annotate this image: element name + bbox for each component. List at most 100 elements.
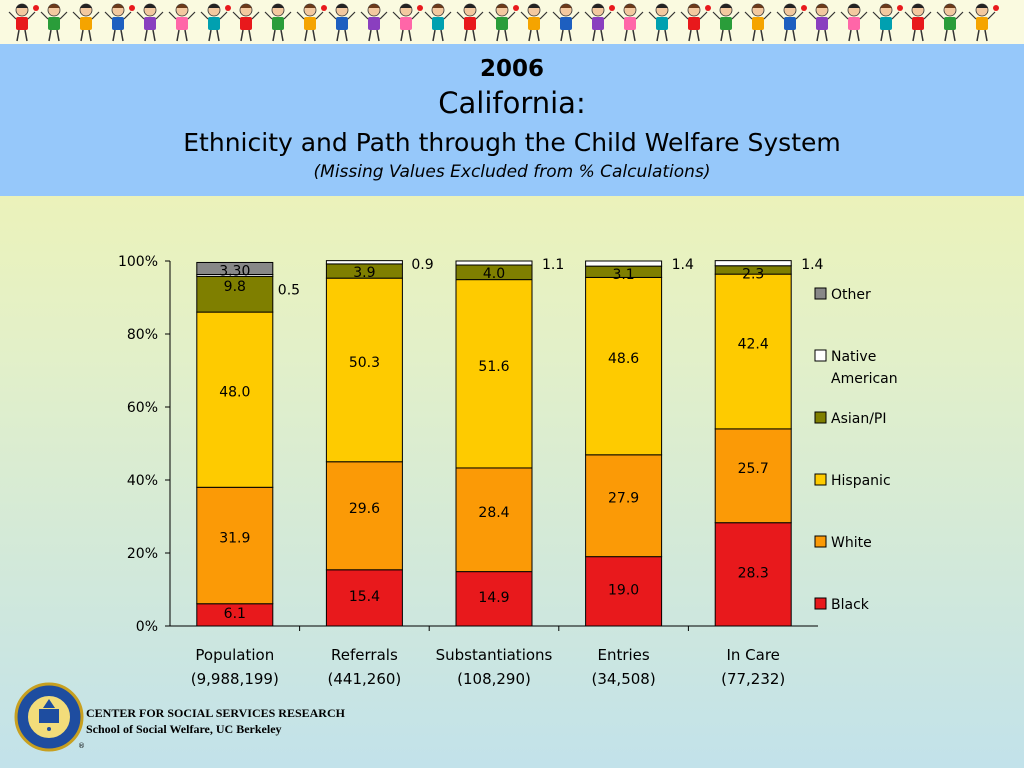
kid-figure xyxy=(808,3,836,42)
bar-segment xyxy=(714,260,792,267)
data-label: 9.8 xyxy=(224,279,246,295)
legend-swatch xyxy=(814,473,827,486)
kid-figure xyxy=(872,3,903,42)
data-label: 42.4 xyxy=(738,337,769,353)
legend-swatch xyxy=(814,535,827,548)
kid-figure xyxy=(712,3,740,42)
kid-figure xyxy=(104,3,135,42)
bar-segment xyxy=(196,261,274,276)
bar-segment xyxy=(325,277,403,463)
slide-subtitle: (Missing Values Excluded from % Calculat… xyxy=(313,162,711,182)
legend-label: Other xyxy=(831,287,871,303)
data-label: 1.4 xyxy=(801,257,823,273)
y-tick-label: 40% xyxy=(127,473,158,489)
data-label: 0.5 xyxy=(278,283,300,299)
kid-figure xyxy=(776,3,807,42)
bar-segment xyxy=(196,486,274,605)
bar-segment xyxy=(585,276,663,456)
legend-label: Black xyxy=(831,597,870,613)
kid-figure xyxy=(744,3,772,42)
x-category-count: (34,508) xyxy=(591,670,655,688)
bar-segment xyxy=(585,556,663,627)
legend-label: White xyxy=(831,535,872,551)
registered-mark: ® xyxy=(78,742,85,750)
bar-segment xyxy=(455,467,533,573)
bar-segment xyxy=(714,522,792,627)
kid-figure xyxy=(680,3,711,42)
kid-figure xyxy=(136,3,164,42)
x-category-label: Substantiations xyxy=(436,646,553,664)
y-tick-label: 20% xyxy=(127,546,158,562)
data-label: 48.6 xyxy=(608,351,639,367)
data-label: 3.30 xyxy=(219,263,250,279)
legend-label: Hispanic xyxy=(831,473,891,489)
bar-segment xyxy=(325,461,403,571)
data-label: 25.7 xyxy=(738,461,769,477)
data-label: 28.4 xyxy=(478,505,509,521)
kid-figure xyxy=(424,3,452,42)
kid-figure xyxy=(392,3,423,42)
x-category-label: Entries xyxy=(597,646,649,664)
legend-swatch xyxy=(814,411,827,424)
x-category-count: (108,290) xyxy=(457,670,531,688)
data-label: 19.0 xyxy=(608,582,639,598)
header-band xyxy=(0,44,1024,196)
data-label: 4.0 xyxy=(483,266,505,282)
bar-segment xyxy=(325,260,403,265)
y-tick-label: 80% xyxy=(127,327,158,343)
kids-illustration xyxy=(8,3,999,42)
data-label: 1.4 xyxy=(672,257,694,273)
x-category-count: (77,232) xyxy=(721,670,785,688)
legend-swatch xyxy=(814,287,827,300)
data-label: 15.4 xyxy=(349,589,380,605)
footer-school: School of Social Welfare, UC Berkeley xyxy=(86,722,282,736)
x-category-label: Referrals xyxy=(331,646,398,664)
legend-swatch xyxy=(814,349,827,362)
legend-label: American xyxy=(831,371,898,387)
bar-segment xyxy=(325,569,403,627)
kid-figure xyxy=(648,3,676,42)
footer-text: CENTER FOR SOCIAL SERVICES RESEARCH Scho… xyxy=(86,705,345,737)
y-tick-label: 60% xyxy=(127,400,158,416)
kid-figure xyxy=(8,3,39,42)
kid-figure xyxy=(552,3,580,42)
kids-banner xyxy=(0,0,1024,44)
legend-swatch xyxy=(814,597,827,610)
y-tick-label: 0% xyxy=(136,619,158,635)
slide-state: California: xyxy=(438,86,586,120)
kid-figure xyxy=(296,3,327,42)
data-label: 51.6 xyxy=(478,359,509,375)
kid-figure xyxy=(904,3,932,42)
data-label: 50.3 xyxy=(349,355,380,371)
data-label: 0.9 xyxy=(411,257,433,273)
data-label: 28.3 xyxy=(738,565,769,581)
data-label: 14.9 xyxy=(478,590,509,606)
slide-year: 2006 xyxy=(479,56,544,82)
legend-label: Asian/PI xyxy=(831,411,887,427)
data-label: 1.1 xyxy=(542,257,564,273)
kid-figure xyxy=(360,3,388,42)
data-label: 31.9 xyxy=(219,531,250,547)
kid-figure xyxy=(616,3,644,42)
bar-segment xyxy=(196,311,274,488)
data-label: 29.6 xyxy=(349,501,380,517)
kid-figure xyxy=(936,3,964,42)
bar-segment xyxy=(196,275,274,313)
kid-figure xyxy=(968,3,999,42)
legend-label: Native xyxy=(831,349,876,365)
bar-segment xyxy=(585,454,663,558)
y-tick-label: 100% xyxy=(118,254,158,270)
uc-seal-logo xyxy=(14,682,84,756)
kid-figure xyxy=(456,3,484,42)
kid-figure xyxy=(840,3,868,42)
data-label: 3.1 xyxy=(612,267,634,283)
kid-figure xyxy=(232,3,260,42)
kid-figure xyxy=(72,3,100,42)
bar-segment xyxy=(455,571,533,627)
footer-org: CENTER FOR SOCIAL SERVICES RESEARCH xyxy=(86,706,345,720)
bar-segment xyxy=(585,260,663,267)
x-category-count: (9,988,199) xyxy=(191,670,279,688)
kid-figure xyxy=(584,3,615,42)
data-label: 2.3 xyxy=(742,267,764,283)
